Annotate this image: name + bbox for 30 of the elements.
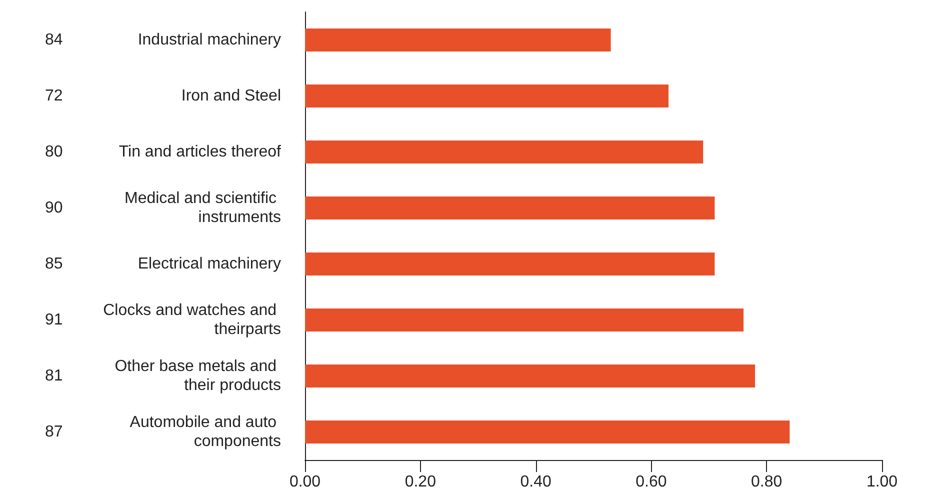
text: 91 (45, 312, 63, 328)
y-tick-label: Clocks and watches and theirparts (103, 302, 281, 338)
text: 81 (45, 368, 63, 384)
bar (305, 28, 611, 52)
x-tick-label: 0.20 (404, 474, 436, 490)
bar (305, 420, 790, 444)
bar (305, 252, 715, 276)
text: 84 (45, 32, 63, 48)
text: 85 (45, 256, 63, 272)
bar (305, 84, 669, 108)
x-tick-label: 0.00 (289, 474, 321, 490)
x-tick-label: 0.40 (520, 474, 552, 490)
y-tick-label: Other base metals and their products (114, 358, 281, 394)
y-tick-label: Medical and scientific instruments (124, 190, 281, 226)
bar (305, 308, 744, 332)
x-tick-label: 0.80 (751, 474, 782, 490)
y-tick-label: Automobile and auto components (130, 414, 281, 450)
text: 80 (45, 144, 63, 160)
y-tick-label: Tin and articles thereof (118, 144, 282, 160)
y-tick-label: Industrial machinery (138, 32, 281, 48)
bar (305, 196, 715, 220)
text: 90 (45, 200, 63, 216)
text: 72 (45, 88, 63, 104)
text: 87 (45, 424, 63, 440)
bar (305, 364, 756, 388)
x-tick-label: 1.00 (866, 474, 898, 490)
y-tick-label: Electrical machinery (138, 256, 281, 272)
y-tick-label: Iron and Steel (181, 88, 281, 104)
bar (305, 140, 704, 164)
x-tick-label: 0.60 (636, 474, 667, 490)
